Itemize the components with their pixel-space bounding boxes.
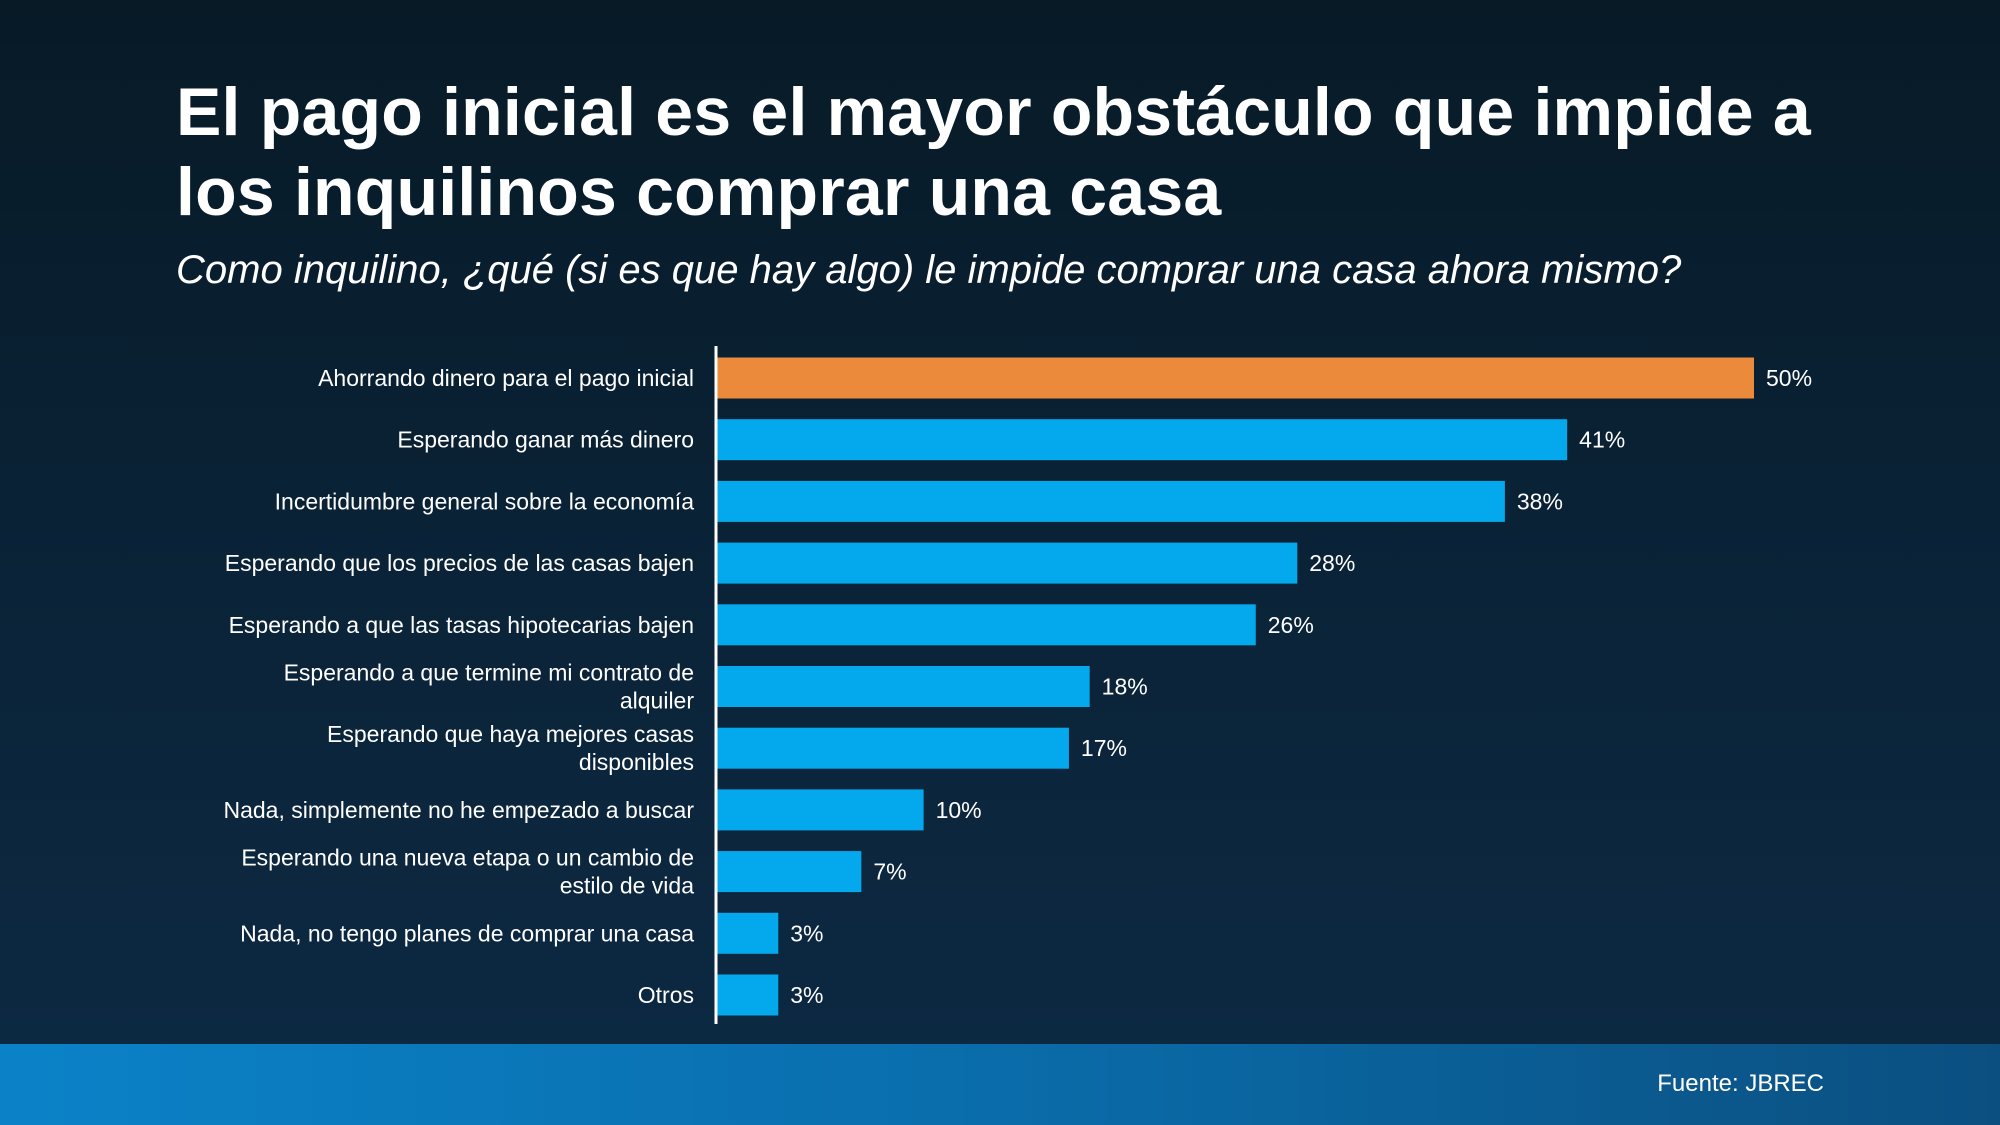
page-title: El pago inicial es el mayor obstáculo qu… (176, 74, 1811, 230)
source-label: Fuente: JBREC (1657, 1070, 1824, 1097)
category-label-11-line-1: Otros (638, 982, 694, 1008)
page-subtitle: Como inquilino, ¿qué (si es que hay algo… (176, 248, 1682, 292)
category-label-10-line-1: Nada, no tengo planes de comprar una cas… (240, 920, 694, 946)
category-label-8-line-1: Nada, simplemente no he empezado a busca… (223, 797, 694, 823)
value-label-10: 3% (790, 920, 823, 946)
bar-10 (716, 912, 779, 954)
value-label-2: 41% (1579, 427, 1625, 453)
bars-group (716, 357, 1754, 1016)
category-label-7-line-2: disponibles (579, 749, 694, 775)
category-label-5-line-1: Esperando a que las tasas hipotecarias b… (229, 612, 694, 638)
category-label-3-line-1: Incertidumbre general sobre la economía (275, 488, 695, 514)
category-label-6-line-2: alquiler (620, 688, 694, 714)
value-label-9: 7% (873, 859, 906, 885)
value-label-6: 18% (1102, 674, 1148, 700)
bar-9 (716, 851, 862, 893)
category-label-8: Nada, simplemente no he empezado a busca… (223, 797, 694, 823)
bar-6 (716, 666, 1090, 707)
bar-4 (716, 542, 1298, 584)
category-label-3: Incertidumbre general sobre la economía (275, 488, 695, 514)
category-label-9: Esperando una nueva etapa o un cambio de… (241, 845, 694, 899)
category-label-7-line-1: Esperando que haya mejores casas (327, 721, 694, 747)
category-label-7: Esperando que haya mejores casas disponib… (327, 721, 694, 775)
bar-11 (716, 974, 779, 1016)
value-label-8: 10% (936, 797, 982, 823)
category-label-1-line-1: Ahorrando dinero para el pago inicial (318, 365, 694, 391)
category-label-2: Esperando ganar más dinero (397, 427, 694, 453)
category-label-10: Nada, no tengo planes de comprar una cas… (240, 920, 694, 946)
value-label-1: 50% (1766, 365, 1812, 391)
category-label-11: Otros (638, 982, 694, 1008)
bar-1 (716, 357, 1754, 399)
bar-5 (716, 604, 1256, 646)
bar-3 (716, 480, 1505, 522)
bar-7 (716, 727, 1069, 769)
category-label-6: Esperando a que termine mi contrato de al… (284, 660, 695, 714)
value-label-3: 38% (1517, 488, 1563, 514)
value-label-7: 17% (1081, 735, 1127, 761)
category-labels-group: Ahorrando dinero para el pago inicial Esp… (223, 365, 694, 1008)
category-label-1: Ahorrando dinero para el pago inicial (318, 365, 694, 391)
bar-2 (716, 419, 1568, 461)
value-label-5: 26% (1268, 612, 1314, 638)
category-label-4-line-1: Esperando que los precios de las casas b… (225, 550, 694, 576)
category-label-4: Esperando que los precios de las casas b… (225, 550, 694, 576)
category-label-6-line-1: Esperando a que termine mi contrato de (284, 660, 694, 686)
category-label-5: Esperando a que las tasas hipotecarias b… (229, 612, 694, 638)
category-label-2-line-1: Esperando ganar más dinero (397, 427, 694, 453)
bar-8 (716, 789, 924, 831)
category-label-9-line-1: Esperando una nueva etapa o un cambio de (241, 845, 694, 871)
footer-bar: Fuente: JBREC (0, 1044, 2000, 1125)
value-label-11: 3% (790, 982, 823, 1008)
category-label-9-line-2: estilo de vida (560, 873, 694, 899)
value-labels-group: 50% 41% 38% 28% 26% 18% 17% 10% 7% 3% 3% (790, 365, 1812, 1008)
value-label-4: 28% (1309, 550, 1355, 576)
